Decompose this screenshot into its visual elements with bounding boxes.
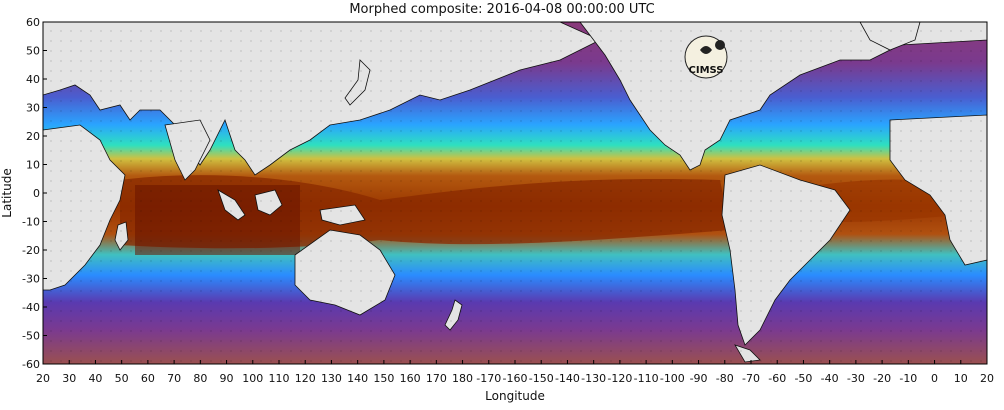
y-tick-label: 0 [33, 187, 40, 200]
x-tick-label: 40 [88, 372, 102, 385]
x-tick-label: 100 [242, 372, 263, 385]
y-tick-label: -60 [22, 358, 40, 371]
x-tick-label: 170 [426, 372, 447, 385]
y-tick-label: 20 [26, 130, 40, 143]
y-tick-labels: 60 50 40 30 20 10 0 -10 -20 -30 -40 -50 -60 [22, 16, 47, 371]
x-tick-label: -80 [716, 372, 734, 385]
x-tick-label: -160 [503, 372, 528, 385]
x-tick-label: 180 [452, 372, 473, 385]
logo-text: CIMSS [689, 65, 724, 76]
x-tick-label: 10 [954, 372, 968, 385]
x-tick-label: -70 [742, 372, 760, 385]
y-tick-label: 60 [26, 16, 40, 29]
x-tick-label: 110 [269, 372, 290, 385]
x-tick-label: -50 [794, 372, 812, 385]
y-tick-label: 30 [26, 102, 40, 115]
y-tick-label: 10 [26, 159, 40, 172]
x-tick-label: -150 [529, 372, 554, 385]
y-tick-label: -30 [22, 273, 40, 286]
y-tick-label: 50 [26, 45, 40, 58]
x-tick-label: 130 [321, 372, 342, 385]
x-tick-label: -40 [821, 372, 839, 385]
x-tick-label: -20 [873, 372, 891, 385]
x-tick-label: -60 [768, 372, 786, 385]
x-tick-label: 80 [193, 372, 207, 385]
y-tick-label: -20 [22, 244, 40, 257]
x-axis-title: Longitude [485, 389, 545, 403]
x-tick-labels: 20 30 40 50 60 70 80 90 100 110 120 130 140 150 160 170… [36, 360, 994, 385]
y-tick-label: -10 [22, 216, 40, 229]
x-tick-label: 50 [115, 372, 129, 385]
cimss-logo: CIMSS [684, 35, 728, 79]
x-tick-label: 70 [167, 372, 181, 385]
x-tick-label: -140 [555, 372, 580, 385]
x-tick-label: 140 [347, 372, 368, 385]
x-tick-label: -130 [581, 372, 606, 385]
x-tick-label: 160 [400, 372, 421, 385]
x-tick-label: -120 [607, 372, 632, 385]
map-title: Morphed composite: 2016-04-08 00:00:00 U… [349, 2, 655, 17]
y-tick-label: -40 [22, 301, 40, 314]
x-tick-label: 0 [931, 372, 938, 385]
x-tick-label: 150 [373, 372, 394, 385]
x-tick-label: 30 [62, 372, 76, 385]
x-tick-label: 60 [141, 372, 155, 385]
y-tick-label: -50 [22, 330, 40, 343]
x-tick-label: -10 [899, 372, 917, 385]
x-tick-label: 20 [980, 372, 994, 385]
x-tick-label: -110 [634, 372, 659, 385]
x-tick-label: -170 [476, 372, 501, 385]
x-tick-label: 20 [36, 372, 50, 385]
x-tick-label: -100 [660, 372, 685, 385]
y-tick-label: 40 [26, 73, 40, 86]
x-tick-label: 120 [295, 372, 316, 385]
x-tick-label: -30 [847, 372, 865, 385]
y-axis-title: Latitude [0, 168, 14, 217]
grid-dots [43, 22, 987, 364]
x-tick-label: 90 [220, 372, 234, 385]
x-tick-label: -90 [690, 372, 708, 385]
